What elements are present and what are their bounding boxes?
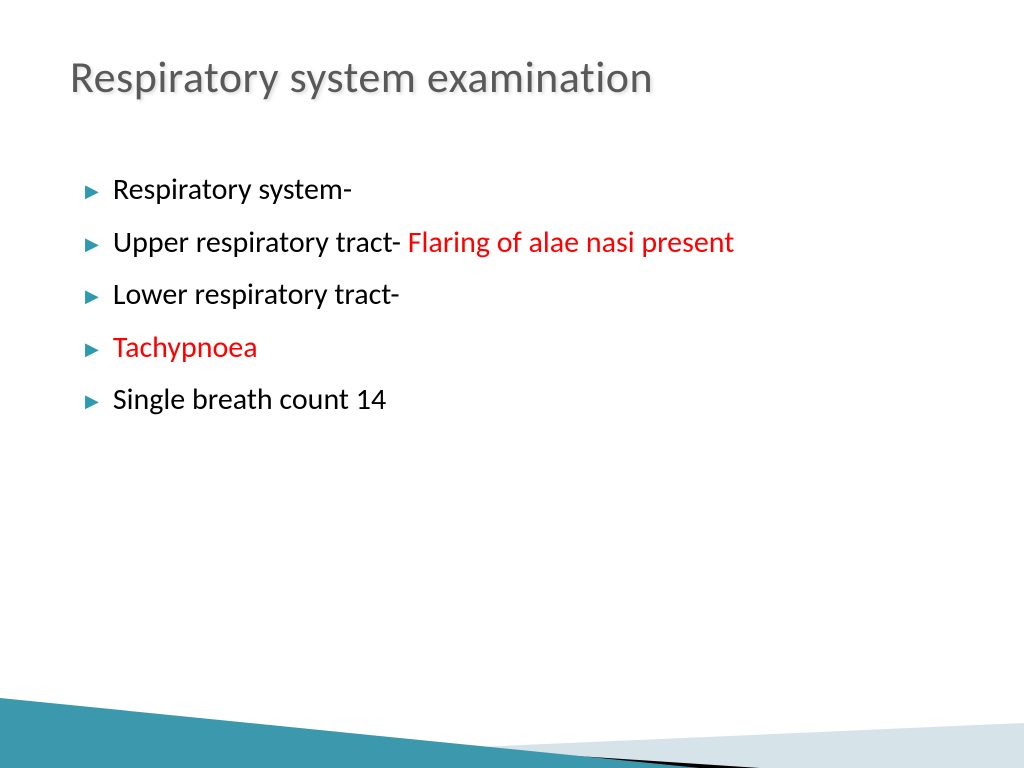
- text-run: Upper respiratory tract-: [113, 224, 408, 261]
- list-item: ▶ Lower respiratory tract-: [85, 275, 939, 316]
- list-item: ▶ Tachypnoea: [85, 328, 939, 369]
- list-item: ▶ Upper respiratory tract- Flaring of al…: [85, 223, 939, 264]
- slide-body: ▶ Respiratory system- ▶ Upper respirator…: [85, 170, 939, 433]
- bullet-icon: ▶: [85, 232, 99, 256]
- text-run-highlight: Flaring of alae nasi present: [408, 224, 735, 261]
- slide: Respiratory system examination ▶ Respira…: [0, 0, 1024, 768]
- bullet-icon: ▶: [85, 389, 99, 413]
- text-run: Single breath count 14: [113, 381, 386, 418]
- list-item-text: Upper respiratory tract- Flaring of alae…: [113, 223, 734, 264]
- decoration-triangles: [0, 638, 1024, 768]
- bullet-icon: ▶: [85, 337, 99, 361]
- list-item-text: Tachypnoea: [113, 328, 258, 369]
- bullet-icon: ▶: [85, 179, 99, 203]
- list-item: ▶ Single breath count 14: [85, 380, 939, 421]
- list-item-text: Single breath count 14: [113, 380, 386, 421]
- list-item-text: Lower respiratory tract-: [113, 275, 400, 316]
- bullet-icon: ▶: [85, 284, 99, 308]
- list-item-text: Respiratory system-: [113, 170, 352, 211]
- list-item: ▶ Respiratory system-: [85, 170, 939, 211]
- slide-title: Respiratory system examination: [70, 50, 653, 104]
- text-run-highlight: Tachypnoea: [113, 329, 258, 366]
- text-run: Lower respiratory tract-: [113, 276, 400, 313]
- text-run: Respiratory system-: [113, 171, 352, 208]
